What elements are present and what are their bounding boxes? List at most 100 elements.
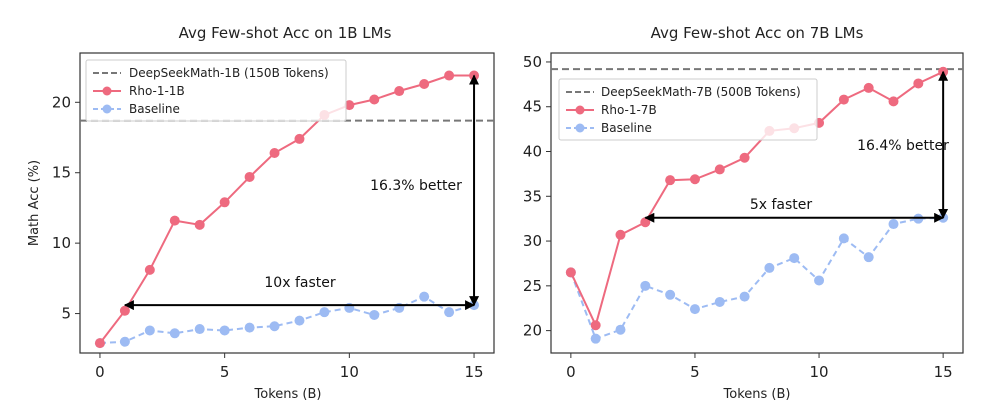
faster-annotation: 5x faster xyxy=(750,197,813,213)
legend-frame xyxy=(85,59,347,122)
data-point-rho xyxy=(194,219,205,230)
legend-baseline-label: Baseline xyxy=(129,102,180,116)
y-tick-label: 45 xyxy=(523,98,542,116)
data-point-rho xyxy=(169,215,180,226)
data-point-rho xyxy=(269,148,280,158)
data-point-baseline xyxy=(144,325,155,336)
data-point-baseline xyxy=(863,252,874,263)
data-point-baseline xyxy=(640,280,651,291)
data-point-baseline xyxy=(814,275,825,286)
series-line-rho xyxy=(569,70,944,329)
chart-title: Avg Few-shot Acc on 1B LMs xyxy=(179,24,392,42)
chart-title: Avg Few-shot Acc on 7B LMs xyxy=(651,24,864,42)
data-point-rho xyxy=(444,70,455,81)
data-point-rho xyxy=(615,229,626,240)
x-tick-label: 15 xyxy=(465,363,484,381)
legend-rho-label: Rho-1-1B xyxy=(129,84,185,98)
better-annotation: 16.4% better xyxy=(857,138,949,154)
data-point-rho xyxy=(689,174,700,185)
better-annotation: 16.3% better xyxy=(370,178,462,194)
data-point-baseline xyxy=(689,304,700,315)
series-line-rho xyxy=(99,74,474,344)
data-point-baseline xyxy=(319,307,330,318)
x-tick-label: 5 xyxy=(220,363,230,381)
data-point-baseline xyxy=(194,324,205,335)
plot-frame xyxy=(550,52,964,354)
legend-reference-label: DeepSeekMath-7B (500B Tokens) xyxy=(601,85,801,99)
y-tick-label: 50 xyxy=(523,53,542,71)
legend-baseline-marker xyxy=(102,104,112,114)
y-tick-label: 20 xyxy=(523,322,542,340)
plot-area-1b: 0 5 10 15 5 10 15 20 xyxy=(52,52,495,381)
legend-rho-marker xyxy=(102,86,112,96)
data-point-baseline xyxy=(419,291,430,302)
data-point-rho xyxy=(665,175,676,186)
data-point-baseline xyxy=(764,262,775,273)
legend-1b: DeepSeekMath-1B (150B Tokens) Rho-1-1B B… xyxy=(85,59,347,122)
data-point-baseline xyxy=(169,328,180,339)
data-point-rho xyxy=(394,86,405,97)
y-tick-label: 40 xyxy=(523,143,542,161)
legend-rho-label: Rho-1-7B xyxy=(601,103,657,117)
data-point-rho xyxy=(419,78,430,89)
y-axis-label: Math Acc (%) xyxy=(27,160,42,246)
x-tick-label: 10 xyxy=(810,363,829,381)
data-point-baseline xyxy=(219,325,230,336)
data-point-rho xyxy=(838,94,849,105)
legend-frame xyxy=(558,78,818,141)
plot-frame xyxy=(79,52,495,354)
data-point-baseline xyxy=(714,296,725,307)
chart-7b: Avg Few-shot Acc on 7B LMs Tokens (B) 0 5… xyxy=(523,24,964,402)
y-tick-label: 15 xyxy=(52,164,71,182)
data-point-rho xyxy=(294,133,305,144)
plot-area-7b: 0 5 10 15 20 25 30 35 40 45 50 xyxy=(523,52,964,381)
legend-7b: DeepSeekMath-7B (500B Tokens) Rho-1-7B B… xyxy=(558,78,818,141)
x-axis-label: Tokens (B) xyxy=(723,387,791,402)
data-point-rho xyxy=(739,152,750,163)
series-line-baseline xyxy=(99,295,475,345)
data-point-rho xyxy=(369,94,380,105)
data-point-rho xyxy=(913,78,924,89)
legend-baseline-marker xyxy=(575,123,585,133)
data-point-baseline xyxy=(590,333,601,344)
data-point-rho xyxy=(244,171,255,182)
faster-annotation: 10x faster xyxy=(264,275,335,291)
x-tick-label: 15 xyxy=(934,363,953,381)
x-axis-label: Tokens (B) xyxy=(254,387,322,402)
data-point-rho xyxy=(219,197,230,208)
y-tick-label: 25 xyxy=(523,277,542,295)
y-tick-label: 30 xyxy=(523,232,542,250)
chart-1b: Avg Few-shot Acc on 1B LMs Math Acc (%) … xyxy=(27,24,495,402)
data-point-baseline xyxy=(615,324,626,335)
y-tick-label: 10 xyxy=(52,234,71,252)
data-point-baseline xyxy=(888,219,899,230)
data-point-baseline xyxy=(739,291,750,302)
x-tick-label: 0 xyxy=(566,363,576,381)
data-point-rho xyxy=(344,100,355,111)
data-point-rho xyxy=(863,82,874,93)
data-point-baseline xyxy=(665,289,676,300)
data-point-baseline xyxy=(444,307,455,318)
series-line-baseline xyxy=(569,216,944,340)
legend-reference-label: DeepSeekMath-1B (150B Tokens) xyxy=(129,66,329,80)
data-point-rho xyxy=(119,305,130,316)
data-point-rho xyxy=(144,264,155,275)
y-tick-label: 35 xyxy=(523,187,542,205)
data-point-baseline xyxy=(119,336,130,347)
data-point-rho xyxy=(94,338,105,349)
data-point-rho xyxy=(888,96,899,107)
data-point-baseline xyxy=(838,233,849,244)
x-tick-label: 0 xyxy=(95,363,105,381)
y-tick-label: 5 xyxy=(61,305,71,323)
x-tick-label: 10 xyxy=(340,363,359,381)
data-point-rho xyxy=(714,164,725,175)
x-tick-label: 5 xyxy=(690,363,700,381)
legend-rho-marker xyxy=(575,105,585,115)
y-tick-label: 20 xyxy=(52,93,71,111)
legend-baseline-label: Baseline xyxy=(601,121,652,135)
data-point-rho xyxy=(590,320,601,331)
data-point-baseline xyxy=(244,322,255,333)
data-point-baseline xyxy=(789,253,800,264)
data-point-baseline xyxy=(369,309,380,320)
